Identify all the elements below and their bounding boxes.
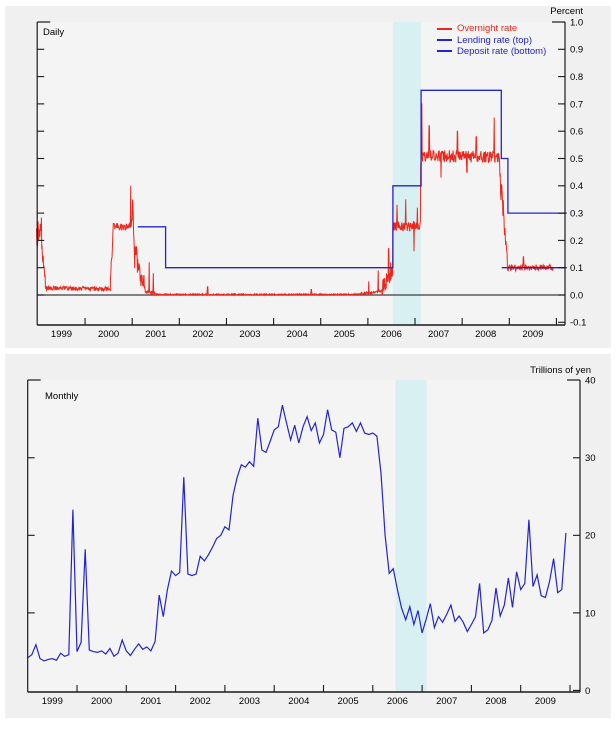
svg-text:0.4: 0.4 [570, 181, 583, 192]
svg-text:2000: 2000 [91, 696, 112, 707]
svg-text:2004: 2004 [287, 329, 308, 340]
svg-text:0.6: 0.6 [570, 127, 583, 138]
svg-text:0.0: 0.0 [570, 290, 583, 301]
svg-text:0.1: 0.1 [570, 263, 583, 274]
svg-text:2000: 2000 [98, 329, 119, 340]
svg-text:2008: 2008 [475, 329, 496, 340]
svg-text:2006: 2006 [387, 696, 408, 707]
trillions-of-yen-unit-label: Trillions of yen [530, 365, 591, 376]
svg-text:2008: 2008 [485, 696, 506, 707]
svg-text:2009: 2009 [535, 696, 556, 707]
svg-text:2009: 2009 [522, 329, 543, 340]
svg-text:0.3: 0.3 [570, 209, 583, 220]
svg-text:0.9: 0.9 [570, 45, 583, 56]
svg-text:0: 0 [585, 686, 590, 697]
svg-text:2001: 2001 [140, 696, 161, 707]
legend-item-lending-rate: Lending rate (top) [437, 34, 546, 46]
monthly-chart-label: Monthly [45, 391, 79, 402]
svg-text:1999: 1999 [51, 329, 72, 340]
svg-text:2005: 2005 [334, 329, 355, 340]
svg-text:2005: 2005 [338, 696, 359, 707]
svg-text:0.2: 0.2 [570, 236, 583, 247]
deposit-rate-line-swatch [437, 50, 452, 53]
legend-item-deposit-rate: Deposit rate (bottom) [437, 46, 546, 57]
svg-text:-0.1: -0.1 [570, 318, 586, 329]
svg-text:2006: 2006 [381, 329, 402, 340]
lending-rate-line-swatch [437, 39, 452, 42]
svg-text:1999: 1999 [42, 696, 63, 707]
svg-text:2002: 2002 [192, 329, 213, 340]
legend-item-overnight-rate: Overnight rate [437, 23, 546, 34]
svg-text:40: 40 [585, 376, 596, 387]
svg-text:0.7: 0.7 [570, 99, 583, 110]
svg-text:2004: 2004 [288, 696, 309, 707]
svg-text:2003: 2003 [239, 329, 260, 340]
daily-chart-label: Daily [43, 27, 65, 38]
overnight-rate-line-swatch [437, 27, 452, 30]
svg-text:30: 30 [585, 453, 596, 464]
chart-legend: Overnight rate Lending rate (top) Deposi… [437, 23, 546, 57]
svg-text:0.8: 0.8 [570, 72, 583, 83]
svg-text:2001: 2001 [145, 329, 166, 340]
svg-text:2007: 2007 [436, 696, 457, 707]
svg-text:10: 10 [585, 608, 596, 619]
percent-axis-unit-label: Percent [550, 6, 583, 17]
svg-text:2007: 2007 [428, 329, 449, 340]
svg-text:0.5: 0.5 [570, 154, 583, 165]
overnight-rate-legend-label: Overnight rate [457, 23, 518, 35]
lending-rate-legend-label: Lending rate (top) [457, 34, 532, 46]
svg-text:2003: 2003 [239, 696, 260, 707]
svg-text:20: 20 [585, 531, 596, 542]
svg-text:2002: 2002 [190, 696, 211, 707]
svg-text:1.0: 1.0 [570, 17, 583, 28]
deposit-rate-legend-label: Deposit rate (bottom) [457, 45, 547, 57]
